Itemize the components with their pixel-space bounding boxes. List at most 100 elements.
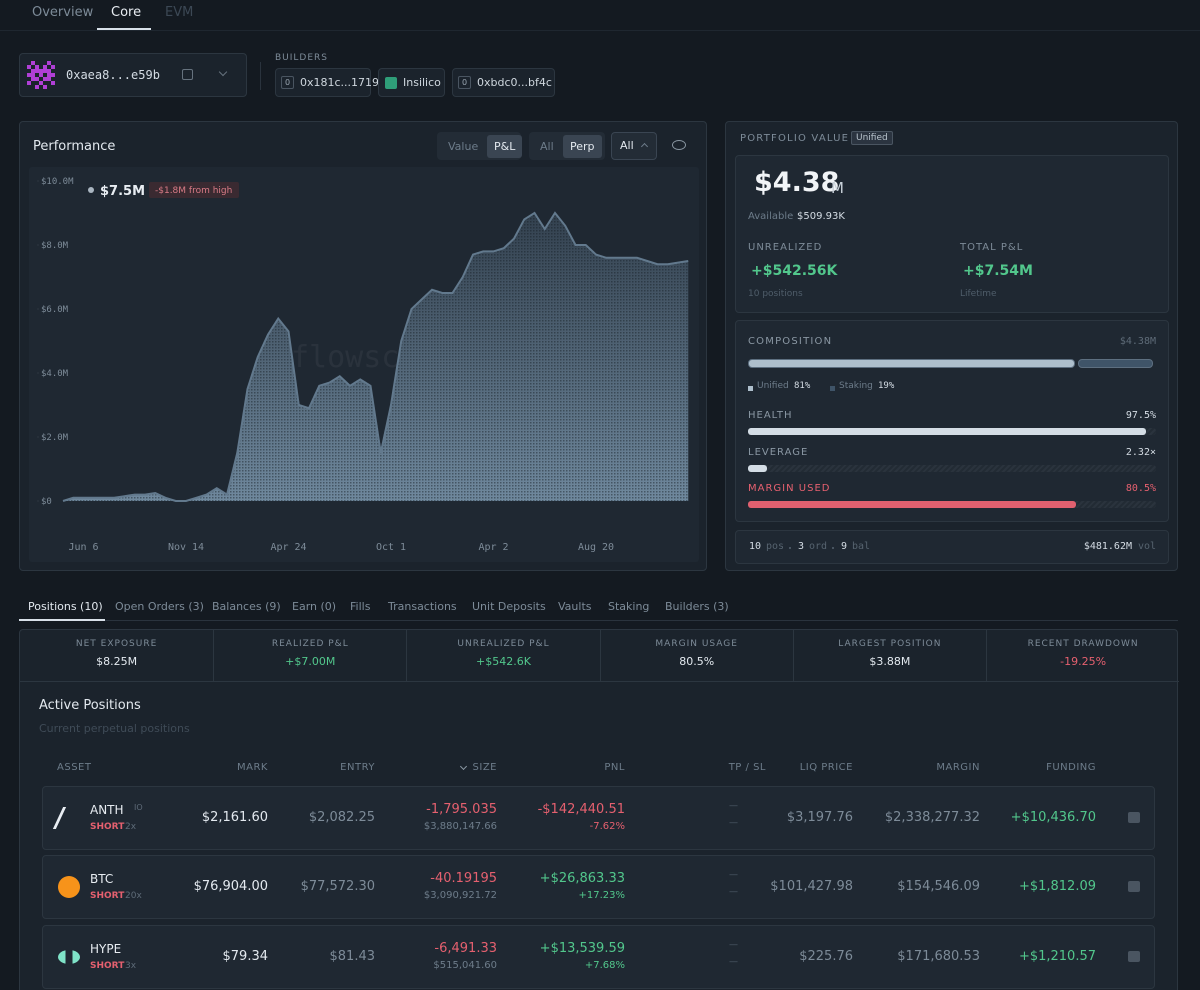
stat-label: UNREALIZED P&L — [457, 639, 550, 649]
position-row[interactable] — [42, 855, 1155, 919]
column-header: PNL — [604, 762, 625, 773]
stat-value: -19.25% — [1060, 655, 1107, 668]
section-tab[interactable]: Unit Deposits — [472, 600, 546, 613]
avatar-pixel — [35, 85, 39, 89]
section-tab[interactable]: Fills — [350, 600, 371, 613]
divider — [260, 62, 261, 90]
avatar-pixel — [51, 73, 55, 77]
column-header: ASSET — [57, 762, 92, 773]
section-tab-underline — [19, 619, 105, 621]
pnl: +$13,539.59 — [539, 941, 625, 956]
asset-name: BTC — [90, 872, 114, 886]
section-tab[interactable]: Earn (0) — [292, 600, 337, 613]
area-texture — [63, 213, 689, 501]
unrealized-sub: 10 positions — [748, 289, 803, 299]
section-tab[interactable]: Balances (9) — [212, 600, 281, 613]
composition-total: $4.38M — [1119, 336, 1156, 347]
position-row[interactable] — [42, 925, 1155, 989]
stop-loss: — — [729, 957, 738, 967]
toggle-button[interactable]: Perp — [563, 135, 602, 158]
nav-tab[interactable]: EVM — [165, 5, 194, 20]
range-dropdown[interactable]: All — [611, 132, 657, 160]
toggle-button[interactable]: P&L — [487, 135, 523, 158]
builder-name: Insilico — [403, 76, 441, 89]
avatar-pixel — [39, 69, 43, 73]
chart: flowscan$0$2.0M$4.0M$6.0M$8.0M$10.0MJun … — [37, 177, 689, 553]
take-profit: — — [729, 940, 738, 950]
x-tick-label: Apr 24 — [270, 542, 306, 553]
stat-cell: REALIZED P&L +$7.00M — [213, 630, 406, 681]
funding: +$1,210.57 — [1018, 949, 1096, 964]
funding: +$10,436.70 — [1010, 810, 1096, 825]
builder-chip[interactable]: 0 0xbdc0...bf4c — [452, 68, 555, 97]
section-tab[interactable]: Transactions — [388, 600, 457, 613]
x-tick-label: Nov 14 — [168, 542, 204, 553]
footer-count: 9 — [841, 541, 848, 552]
position-row[interactable] — [42, 786, 1155, 850]
pnl-percent: +7.68% — [584, 960, 625, 971]
total-value: +$7.54M — [963, 263, 1033, 279]
liq-price: $101,427.98 — [770, 879, 853, 894]
portfolio-unit: M — [831, 179, 844, 197]
section-tab[interactable]: Builders (3) — [665, 600, 729, 613]
builder-name: 0x181c...1719 — [300, 76, 380, 89]
y-tick-label: $2.0M — [41, 433, 69, 443]
builder-icon: 0 — [281, 76, 295, 89]
wallet-box[interactable]: 0xaea8...e59b — [19, 53, 247, 97]
pnl-percent: -7.62% — [589, 821, 625, 832]
section-tab[interactable]: Vaults — [558, 600, 592, 613]
nav-tab-underline — [97, 28, 151, 30]
leverage: 3x — [125, 961, 137, 971]
avatar-pixel — [31, 69, 35, 73]
tabs-border — [19, 620, 1178, 621]
meter-fill — [748, 464, 767, 472]
margin: $154,546.09 — [897, 879, 980, 894]
avatar-pixel — [43, 85, 47, 89]
section-tab[interactable]: Staking — [608, 600, 650, 613]
footer-unit: bal — [852, 541, 871, 552]
row-action-icon[interactable] — [1128, 881, 1140, 892]
meter-fill — [748, 428, 1146, 435]
legend-value: 19% — [878, 381, 895, 391]
stat-cell: MARGIN USAGE 80.5% — [599, 630, 793, 681]
column-header: TP / SL — [728, 762, 766, 773]
legend-name: Staking — [839, 381, 873, 391]
builder-chip[interactable]: 0 0x181c...1719 — [275, 68, 379, 97]
stat-value: $3.88M — [869, 655, 911, 668]
side: SHORT — [90, 891, 125, 901]
avatar-pixel — [39, 81, 43, 85]
builder-chip[interactable]: Insilico — [378, 68, 445, 97]
avatar-pixel — [27, 81, 31, 85]
avatar-pixel — [51, 65, 55, 69]
row-action-icon[interactable] — [1128, 951, 1140, 962]
stat-label: RECENT DRAWDOWN — [1027, 639, 1139, 649]
footer-count: 10 — [749, 541, 762, 552]
section-tab[interactable]: Positions (10) — [28, 600, 103, 613]
margin: $2,338,277.32 — [884, 810, 980, 825]
meter-label: HEALTH — [748, 410, 793, 421]
stat-label: LARGEST POSITION — [838, 639, 942, 649]
avatar-pixel — [43, 65, 47, 69]
available-label: Available — [748, 211, 794, 222]
nav-tab[interactable]: Overview — [32, 5, 94, 20]
section-tab[interactable]: Open Orders (3) — [115, 600, 204, 613]
size-usd: $3,880,147.66 — [423, 821, 497, 832]
portfolio-panel: PORTFOLIO VALUE Unified $4.38 M Available $50… — [725, 121, 1178, 571]
mark-price: $76,904.00 — [193, 879, 268, 894]
avatar-pixel — [31, 73, 35, 77]
meter-value: 80.5% — [1125, 483, 1156, 494]
stat-cell: RECENT DRAWDOWN -19.25% — [986, 630, 1179, 681]
eye-icon[interactable] — [672, 140, 686, 150]
stat-value: 80.5% — [679, 655, 715, 668]
toggle-button[interactable]: Value — [448, 140, 479, 153]
y-tick-label: $4.0M — [41, 369, 69, 379]
x-tick-label: Jun 6 — [68, 542, 98, 553]
positions-subtitle: Current perpetual positions — [39, 722, 190, 735]
avatar-pixel — [47, 77, 51, 81]
builder-icon: 0 — [458, 76, 472, 89]
positions-title: Active Positions — [39, 698, 141, 713]
entry-price: $2,082.25 — [308, 810, 375, 825]
row-action-icon[interactable] — [1128, 812, 1140, 823]
toggle-button[interactable]: All — [540, 140, 554, 153]
nav-tab[interactable]: Core — [111, 5, 142, 20]
